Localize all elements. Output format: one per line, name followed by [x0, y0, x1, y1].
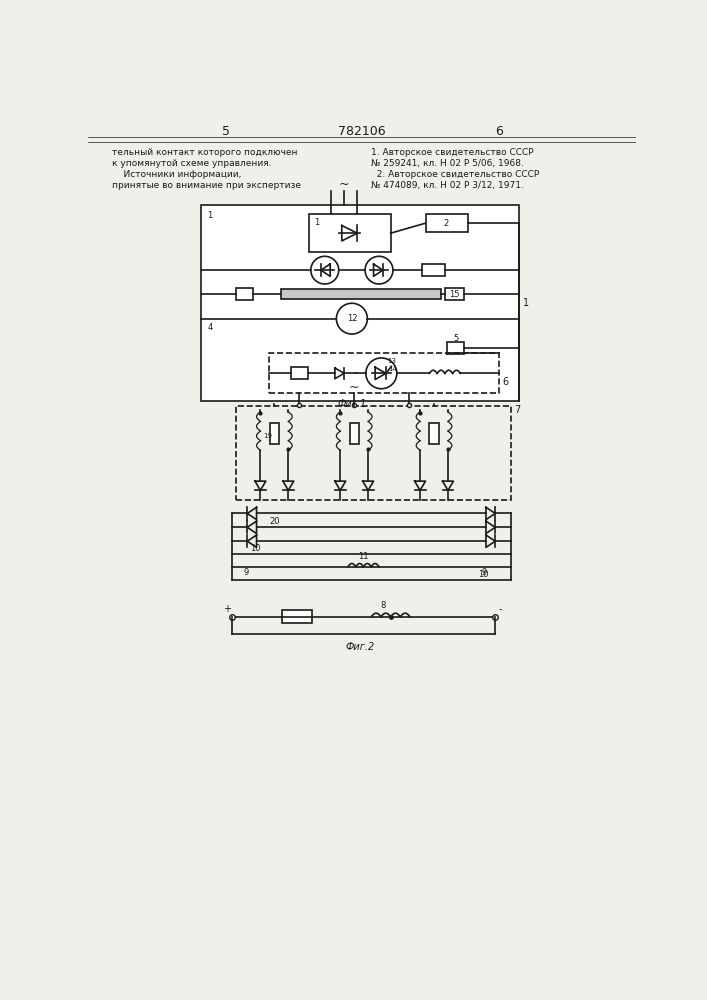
- Text: 4: 4: [207, 323, 213, 332]
- Circle shape: [311, 256, 339, 284]
- Text: 5: 5: [221, 125, 230, 138]
- Bar: [282, 610, 312, 623]
- Text: № 474089, кл. Н 02 Р 3/12, 1971.: № 474089, кл. Н 02 Р 3/12, 1971.: [371, 181, 524, 190]
- Text: +: +: [223, 604, 231, 614]
- Bar: [429, 423, 438, 444]
- Text: 1: 1: [314, 218, 319, 227]
- Text: 9: 9: [243, 568, 248, 577]
- Text: 6: 6: [502, 377, 508, 387]
- Text: ~: ~: [339, 178, 349, 191]
- Text: принятые во внимание при экспертизе: принятые во внимание при экспертизе: [112, 181, 300, 190]
- Circle shape: [337, 303, 368, 334]
- Text: тельный контакт которого подключен: тельный контакт которого подключен: [112, 148, 297, 157]
- Bar: [270, 423, 279, 444]
- Bar: [201, 205, 518, 401]
- Text: 7: 7: [514, 405, 520, 415]
- Circle shape: [365, 256, 393, 284]
- Text: 1. Авторское свидетельство СССР: 1. Авторское свидетельство СССР: [371, 148, 534, 157]
- Text: 782106: 782106: [338, 125, 386, 138]
- Bar: [235, 406, 510, 500]
- Text: № 259241, кл. Н 02 Р 5/06, 1968.: № 259241, кл. Н 02 Р 5/06, 1968.: [371, 159, 524, 168]
- Text: 14: 14: [387, 366, 397, 372]
- Bar: [445, 288, 464, 300]
- Bar: [349, 423, 359, 444]
- Text: Фиг.1: Фиг.1: [337, 399, 366, 409]
- Text: 20: 20: [269, 517, 280, 526]
- Text: Источники информации,: Источники информации,: [112, 170, 241, 179]
- Text: 19: 19: [264, 433, 273, 439]
- Bar: [291, 367, 308, 379]
- Text: ~: ~: [349, 381, 359, 394]
- Bar: [235, 288, 252, 300]
- Text: 11: 11: [358, 552, 369, 561]
- Bar: [448, 342, 464, 354]
- Text: к упомянутой схеме управления.: к упомянутой схеме управления.: [112, 159, 271, 168]
- Text: 2. Авторское свидетельство СССР: 2. Авторское свидетельство СССР: [371, 170, 539, 179]
- Text: 9: 9: [481, 568, 486, 577]
- Text: 10: 10: [250, 544, 260, 553]
- Text: 1: 1: [523, 298, 530, 308]
- Text: 2: 2: [444, 219, 449, 228]
- Circle shape: [366, 358, 397, 389]
- Text: 13: 13: [387, 358, 397, 364]
- Text: 10: 10: [479, 570, 489, 579]
- Text: 6: 6: [495, 125, 503, 138]
- Text: 5: 5: [453, 334, 458, 343]
- Text: Фиг.2: Фиг.2: [345, 642, 374, 652]
- Bar: [426, 214, 468, 232]
- Bar: [281, 289, 441, 299]
- Text: 15: 15: [449, 290, 460, 299]
- Bar: [269, 353, 499, 393]
- Bar: [421, 264, 445, 276]
- Text: 8: 8: [380, 601, 385, 610]
- Text: -: -: [498, 604, 502, 614]
- Text: 12: 12: [346, 314, 357, 323]
- Text: 1: 1: [207, 211, 212, 220]
- Bar: [309, 214, 391, 252]
